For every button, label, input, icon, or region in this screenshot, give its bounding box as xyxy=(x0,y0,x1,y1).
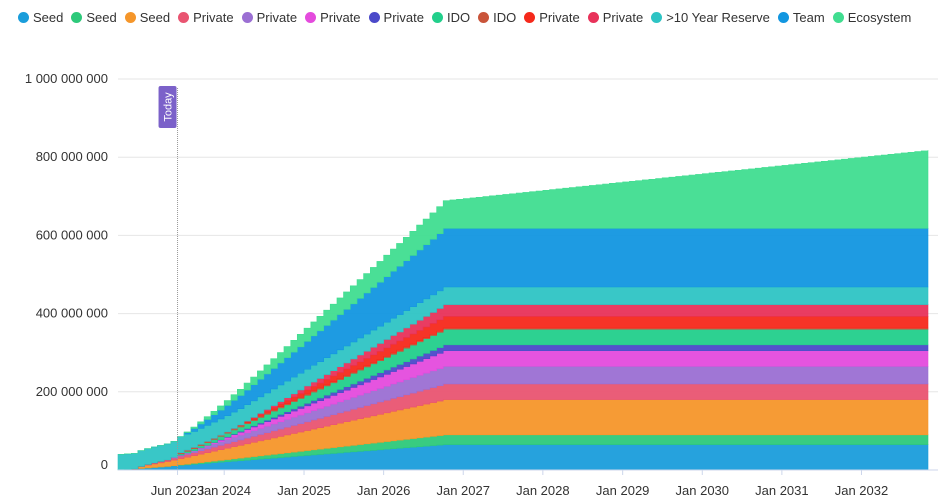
legend-swatch xyxy=(478,12,490,23)
x-tick-label: Jan 2029 xyxy=(596,483,650,498)
legend-item-1[interactable]: Seed xyxy=(71,8,117,27)
y-tick-label: 800 000 000 xyxy=(36,149,108,164)
legend-label: Private xyxy=(539,10,580,25)
legend-swatch xyxy=(368,12,380,23)
legend-swatch xyxy=(305,12,317,23)
legend-label: Private xyxy=(320,10,361,25)
legend-item-5[interactable]: Private xyxy=(305,8,361,27)
legend-item-8[interactable]: IDO xyxy=(478,8,516,27)
x-tick-label: Jan 2031 xyxy=(755,483,809,498)
legend-label: Private xyxy=(383,10,424,25)
legend-swatch xyxy=(524,12,536,23)
legend-label: Seed xyxy=(139,10,171,25)
x-tick-label: Jan 2030 xyxy=(676,483,730,498)
legend-swatch xyxy=(777,12,789,23)
x-tick-label: Jan 2024 xyxy=(197,483,251,498)
legend-item-6[interactable]: Private xyxy=(368,8,424,27)
y-tick-label: 200 000 000 xyxy=(36,384,108,399)
legend-label: Private xyxy=(256,10,298,25)
x-tick-label: Jan 2026 xyxy=(357,483,411,498)
legend-item-2[interactable]: Seed xyxy=(124,8,171,27)
legend-label: Seed xyxy=(33,10,64,25)
area-series-13[interactable] xyxy=(118,150,929,455)
chart-legend: Seed Seed Seed Private Private Private Private… xyxy=(18,8,933,27)
legend-item-11[interactable]: >10 Year Reserve xyxy=(651,8,770,27)
today-badge xyxy=(158,86,177,128)
legend-label: IDO xyxy=(493,10,517,25)
y-tick-label: 0 xyxy=(101,457,108,472)
legend-swatch xyxy=(587,12,599,23)
legend-swatch xyxy=(18,12,29,23)
today-label: Today xyxy=(163,92,175,122)
legend-swatch xyxy=(124,12,136,23)
x-tick-label: Jan 2032 xyxy=(835,483,889,498)
legend-item-9[interactable]: Private xyxy=(524,8,580,27)
area-series-group xyxy=(117,150,929,471)
y-tick-label: 600 000 000 xyxy=(36,227,108,242)
legend-item-12[interactable]: Team xyxy=(777,8,825,27)
legend-label: >10 Year Reserve xyxy=(666,10,770,25)
legend-item-4[interactable]: Private xyxy=(241,8,298,27)
legend-swatch xyxy=(178,12,190,23)
legend-label: Private xyxy=(602,10,644,25)
legend-item-7[interactable]: IDO xyxy=(432,8,470,27)
legend-label: Private xyxy=(193,10,234,25)
y-tick-label: 1 000 000 000 xyxy=(25,71,108,86)
legend-swatch xyxy=(241,12,253,23)
legend-label: Team xyxy=(792,10,825,25)
x-tick-label: Jan 2027 xyxy=(436,483,490,498)
x-tick-label: Jan 2025 xyxy=(277,483,331,498)
legend-swatch xyxy=(432,12,443,23)
x-tick-label: Jun 2023 xyxy=(151,483,205,498)
legend-item-0[interactable]: Seed xyxy=(18,8,63,27)
y-tick-label: 400 000 000 xyxy=(36,306,108,321)
legend-swatch xyxy=(71,12,83,23)
legend-swatch xyxy=(651,12,663,23)
legend-label: Seed xyxy=(86,10,117,25)
legend-label: IDO xyxy=(447,10,471,25)
legend-item-10[interactable]: Private xyxy=(587,8,644,27)
legend-item-13[interactable]: Ecosystem xyxy=(832,8,912,27)
x-tick-label: Jan 2028 xyxy=(516,483,570,498)
legend-item-3[interactable]: Private xyxy=(178,8,234,27)
legend-swatch xyxy=(832,12,844,23)
legend-label: Ecosystem xyxy=(847,10,912,25)
today-marker: Today xyxy=(158,86,179,470)
